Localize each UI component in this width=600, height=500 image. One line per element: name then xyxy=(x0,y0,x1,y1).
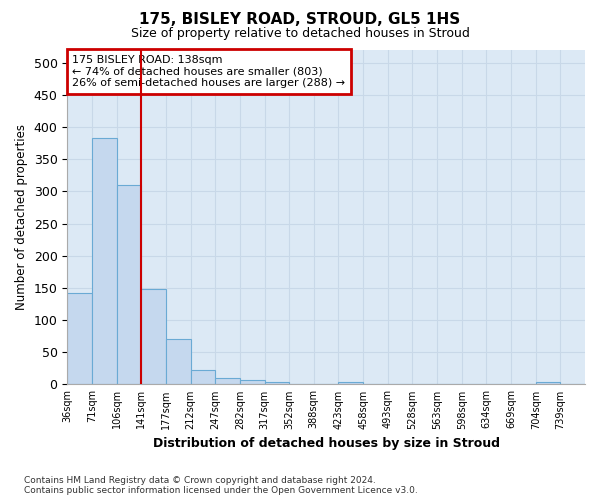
Bar xyxy=(116,185,141,384)
Bar xyxy=(141,288,166,384)
Text: 175 BISLEY ROAD: 138sqm
← 74% of detached houses are smaller (803)
26% of semi-d: 175 BISLEY ROAD: 138sqm ← 74% of detache… xyxy=(73,55,346,88)
Bar xyxy=(67,293,92,384)
Text: 175, BISLEY ROAD, STROUD, GL5 1HS: 175, BISLEY ROAD, STROUD, GL5 1HS xyxy=(139,12,461,28)
Y-axis label: Number of detached properties: Number of detached properties xyxy=(15,124,28,310)
Text: Size of property relative to detached houses in Stroud: Size of property relative to detached ho… xyxy=(131,28,469,40)
Bar xyxy=(166,340,191,384)
Bar xyxy=(338,382,363,384)
Bar xyxy=(240,380,265,384)
Bar xyxy=(536,382,560,384)
Bar xyxy=(92,138,116,384)
Bar xyxy=(215,378,240,384)
Bar xyxy=(265,382,289,384)
Bar xyxy=(191,370,215,384)
Text: Contains HM Land Registry data © Crown copyright and database right 2024.
Contai: Contains HM Land Registry data © Crown c… xyxy=(24,476,418,495)
X-axis label: Distribution of detached houses by size in Stroud: Distribution of detached houses by size … xyxy=(152,437,500,450)
